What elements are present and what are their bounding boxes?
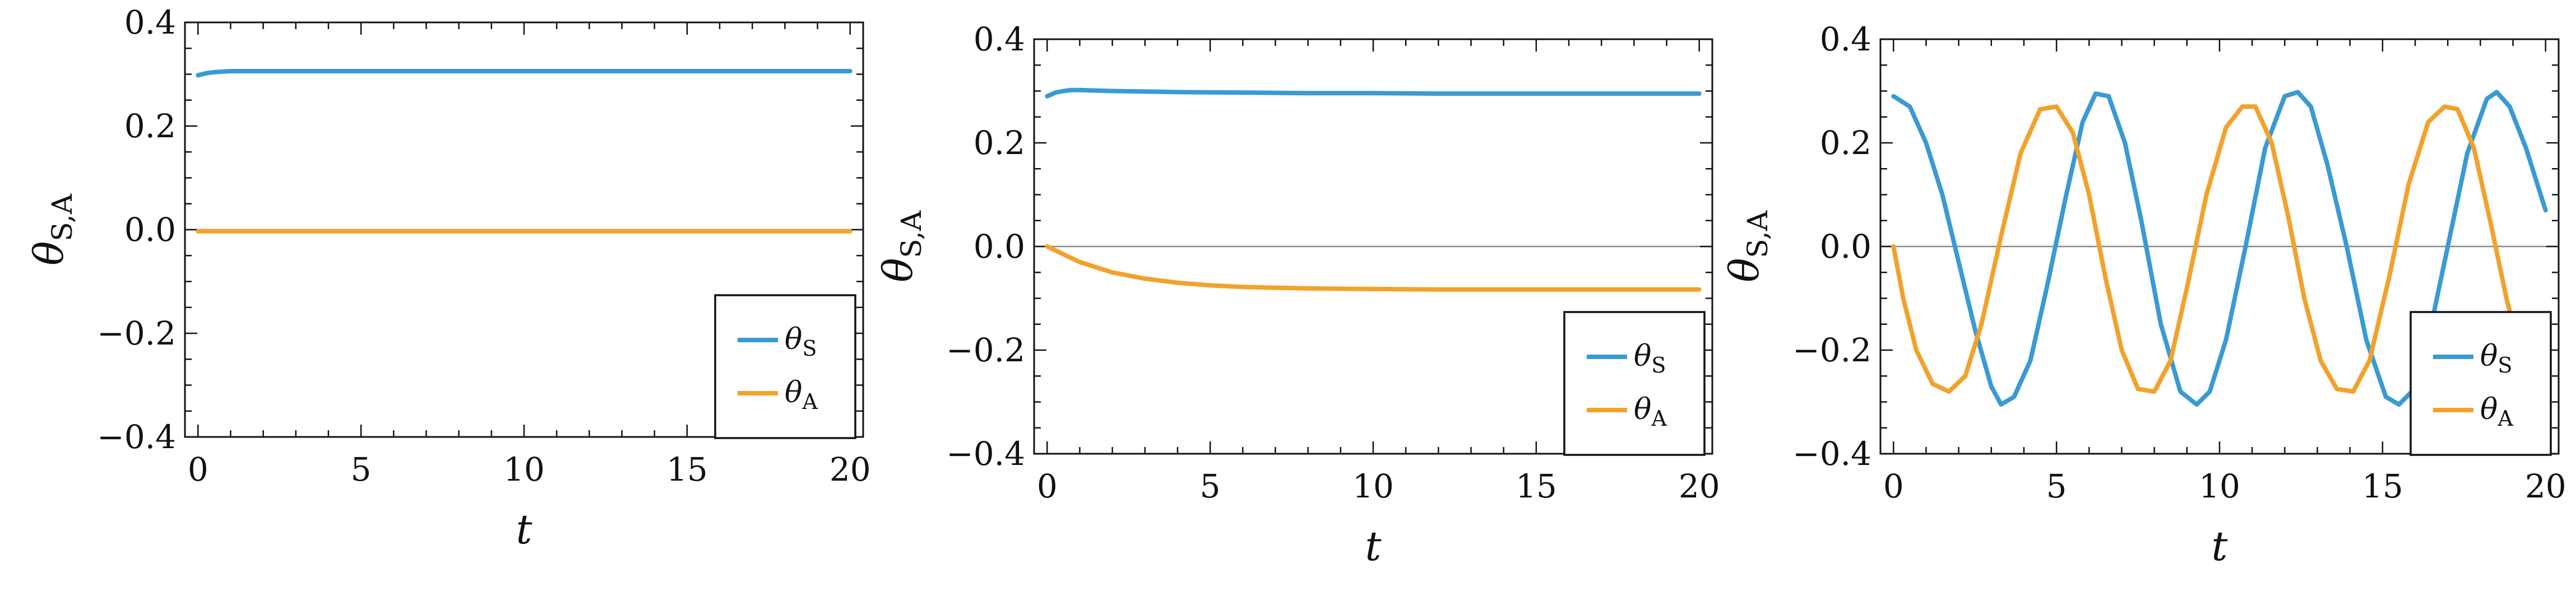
x-axis-label: t bbox=[516, 506, 533, 553]
x-axis-label: t bbox=[2212, 523, 2228, 570]
legend-label: θA bbox=[785, 376, 818, 414]
y-tick-label: 0.4 bbox=[124, 3, 176, 41]
x-tick-label: 5 bbox=[1200, 467, 1221, 505]
y-tick-label: 0.4 bbox=[974, 20, 1025, 58]
plot-frame bbox=[1033, 38, 1713, 455]
y-tick-label: 0.4 bbox=[1820, 20, 1871, 58]
series-line-s bbox=[196, 69, 853, 78]
y-axis-label: θS,A bbox=[1721, 210, 1774, 282]
y-tick-label: −0.4 bbox=[946, 435, 1025, 473]
x-tick-label: 10 bbox=[1352, 467, 1394, 505]
x-axis-label: t bbox=[1365, 523, 1382, 570]
x-tick-label: 15 bbox=[2362, 467, 2403, 505]
y-tick-label: 0.2 bbox=[124, 107, 176, 145]
series-line-s bbox=[1891, 90, 2548, 407]
y-tick-label: −0.2 bbox=[946, 331, 1025, 369]
plot-frame bbox=[1879, 38, 2560, 455]
series-line-a bbox=[1891, 104, 2535, 394]
y-tick-label: −0.2 bbox=[1792, 331, 1871, 369]
series-line-s bbox=[1045, 87, 1702, 99]
y-axis-label: θS,A bbox=[25, 193, 78, 266]
x-tick-label: 0 bbox=[1037, 467, 1058, 505]
legend-box bbox=[2410, 311, 2552, 456]
y-tick-label: −0.2 bbox=[97, 314, 176, 352]
x-tick-label: 20 bbox=[1679, 467, 1720, 505]
x-tick-label: 20 bbox=[830, 450, 871, 488]
legend-label: θS bbox=[1634, 339, 1666, 378]
series-line-a bbox=[1045, 244, 1702, 292]
legend-box bbox=[714, 294, 856, 439]
y-tick-label: 0.0 bbox=[974, 227, 1025, 266]
x-tick-label: 0 bbox=[1883, 467, 1904, 505]
y-tick-label: −0.4 bbox=[97, 418, 176, 456]
x-tick-label: 10 bbox=[2199, 467, 2240, 505]
tick-marks bbox=[1880, 38, 2559, 455]
legend-box bbox=[1563, 311, 1706, 456]
y-tick-label: −0.4 bbox=[1792, 435, 1871, 473]
x-tick-label: 20 bbox=[2525, 467, 2566, 505]
x-tick-label: 0 bbox=[188, 450, 209, 488]
y-tick-label: 0.0 bbox=[124, 211, 176, 249]
y-tick-label: 0.2 bbox=[974, 124, 1025, 162]
y-axis-label: θS,A bbox=[874, 210, 928, 282]
x-tick-label: 5 bbox=[2046, 467, 2067, 505]
y-tick-label: 0.2 bbox=[1820, 124, 1871, 162]
x-tick-label: 15 bbox=[666, 450, 708, 488]
x-tick-label: 15 bbox=[1516, 467, 1557, 505]
y-tick-label: 0.0 bbox=[1820, 227, 1871, 266]
x-tick-label: 5 bbox=[351, 450, 372, 488]
plot-frame bbox=[184, 21, 864, 438]
x-tick-label: 10 bbox=[503, 450, 545, 488]
